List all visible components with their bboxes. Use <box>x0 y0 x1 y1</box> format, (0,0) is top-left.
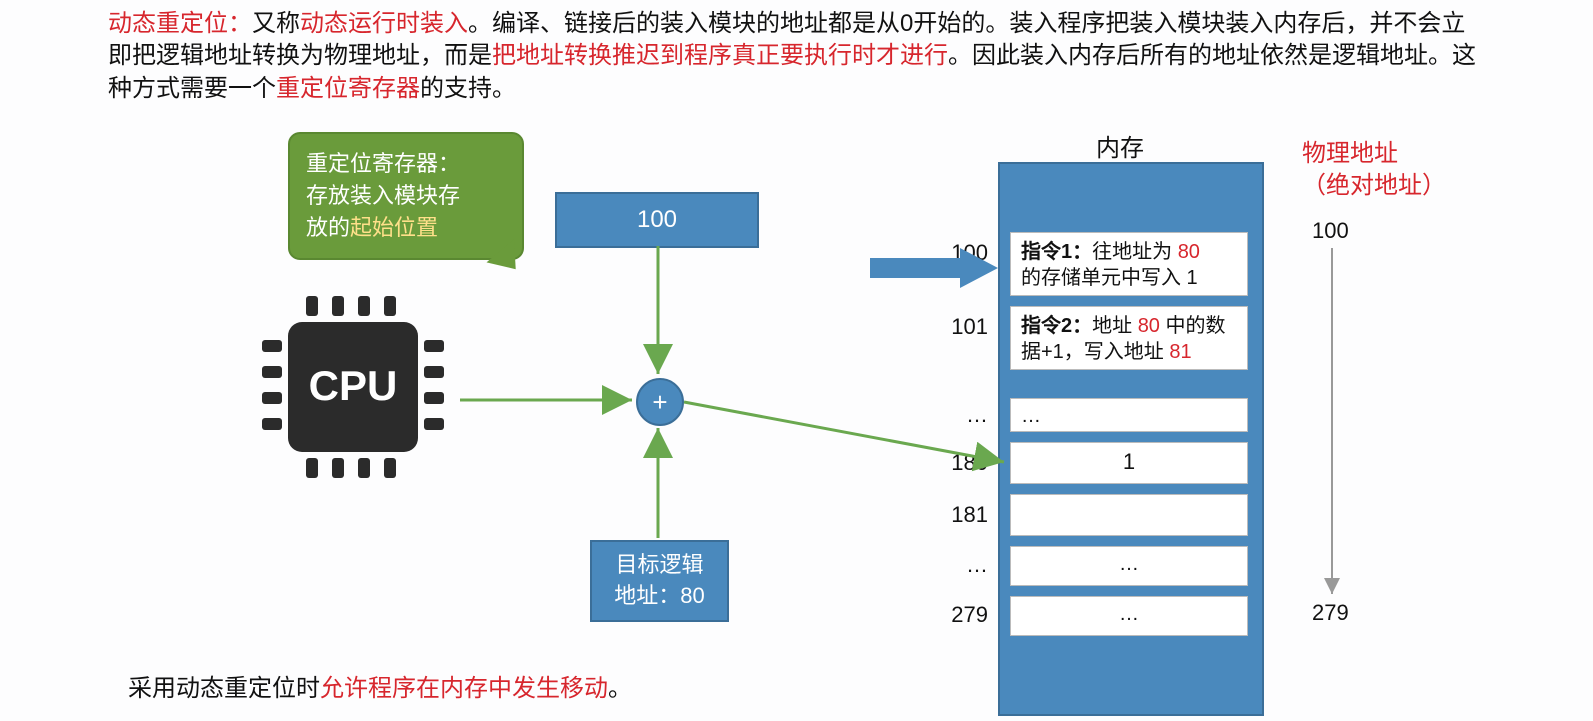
mem-cell-dots1: … <box>1010 398 1248 432</box>
mem-cell-180: 1 <box>1010 442 1248 484</box>
mem-cell-dots2: … <box>1010 546 1248 586</box>
mem-cell-279: … <box>1010 596 1248 636</box>
phys-top: 100 <box>1312 218 1349 244</box>
cpu-icon: CPU <box>248 282 458 497</box>
mem-cell-inst1: 指令1：往地址为 80的存储单元中写入 1 <box>1010 232 1248 296</box>
plus-symbol: + <box>652 387 667 418</box>
connector-lines <box>0 0 1593 721</box>
addr-101: 101 <box>928 314 988 340</box>
cpu-label: CPU <box>309 362 398 409</box>
bn2: 允许程序在内存中发生移动 <box>320 675 608 702</box>
callout-line2: 存放装入模块存 <box>306 180 506 212</box>
logical-address-box: 目标逻辑地址：80 <box>590 540 729 622</box>
t-seg2: 又称 <box>252 10 300 37</box>
phys-addr-label: 物理地址（绝对地址） <box>1302 138 1446 203</box>
t-seg3: 动态运行时装入 <box>300 10 468 37</box>
addr-180: 180 <box>928 450 988 476</box>
addr-181: 181 <box>928 502 988 528</box>
register-value: 100 <box>637 206 677 234</box>
t-seg5: 把地址转换推迟到程序真正要执行时才进行 <box>492 42 948 69</box>
callout-line1: 重定位寄存器： <box>306 148 506 180</box>
callout-line3: 放的起始位置 <box>306 212 506 244</box>
logic-l1: 目标逻辑 <box>615 552 703 577</box>
t-seg7: 重定位寄存器 <box>276 75 420 102</box>
mem-cell-inst2: 指令2：地址 80 中的数据+1，写入地址 81 <box>1010 306 1248 370</box>
addr-dots2: … <box>928 552 988 578</box>
exec-pointer-arrow <box>870 248 1000 293</box>
t-seg1: 动态重定位： <box>108 10 252 37</box>
relocation-register-box: 100 <box>555 192 759 248</box>
t-seg8: 的支持。 <box>420 75 516 102</box>
phys-bottom: 279 <box>1312 600 1349 626</box>
mem-cell-181 <box>1010 494 1248 536</box>
memory-title: 内存 <box>1096 128 1144 163</box>
logic-l2: 地址：80 <box>614 583 704 608</box>
bottom-note: 采用动态重定位时允许程序在内存中发生移动。 <box>128 668 632 703</box>
adder-node: + <box>636 378 684 426</box>
addr-dots1: … <box>928 402 988 428</box>
relocation-register-callout: 重定位寄存器： 存放装入模块存 放的起始位置 <box>288 132 524 260</box>
intro-paragraph: 动态重定位：又称动态运行时装入。编译、链接后的装入模块的地址都是从0开始的。装入… <box>108 8 1488 105</box>
bn3: 。 <box>608 675 632 702</box>
bn1: 采用动态重定位时 <box>128 675 320 702</box>
addr-279: 279 <box>928 602 988 628</box>
